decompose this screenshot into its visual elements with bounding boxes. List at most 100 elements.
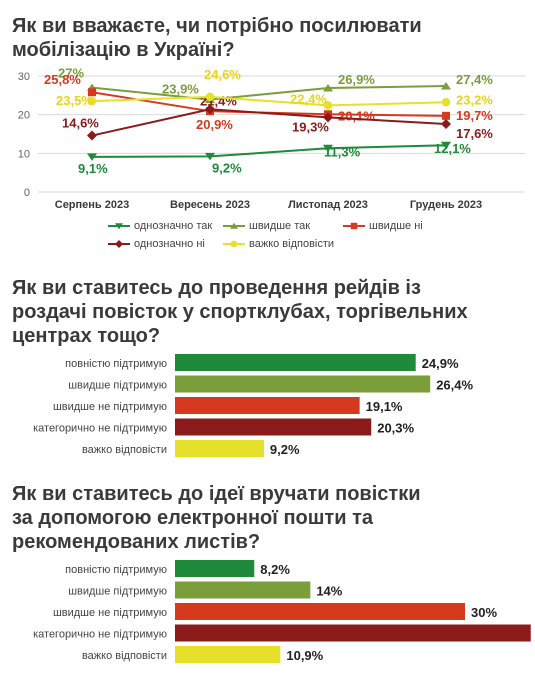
data-point: [205, 152, 215, 161]
legend-swatch: [223, 222, 245, 229]
x-tick-label: Листопад 2023: [288, 199, 368, 211]
y-tick-label: 10: [18, 148, 30, 160]
data-label: 23,5%: [56, 93, 93, 108]
data-label: 9,2%: [212, 160, 242, 175]
question-1-title-line: Як ви вважаєте, чи потрібно посилювати: [12, 15, 422, 37]
bar: [175, 397, 360, 414]
data-label: 21,4%: [200, 93, 237, 108]
question-2-title-line: Як ви ставитесь до проведення рейдів із: [12, 277, 421, 299]
data-label: 20,9%: [196, 117, 233, 132]
category-label: повністю підтримую: [65, 564, 167, 576]
x-tick-label: Серпень 2023: [55, 199, 129, 211]
bar: [175, 440, 264, 457]
category-label: швидше не підтримую: [53, 401, 167, 413]
legend-label: швидше ні: [369, 220, 423, 232]
value-label: 30%: [471, 605, 497, 620]
value-label: 24,9%: [422, 356, 459, 371]
legend-swatch: [223, 240, 245, 248]
bar-chart-email-summons: повністю підтримую 8,2% швидше підтримую 14…: [33, 560, 531, 663]
legend-swatch: [108, 223, 130, 230]
question-3-title: Як ви ставитесь до ідеї вручати повістки…: [12, 482, 527, 554]
data-label: 26,9%: [338, 72, 375, 87]
legend-label: однозначно так: [134, 220, 213, 232]
category-label: швидше підтримую: [68, 586, 167, 598]
category-label: швидше підтримую: [68, 380, 167, 392]
data-point: [442, 111, 450, 120]
legend-label: важко відповісти: [249, 238, 335, 250]
x-tick-label: Грудень 2023: [410, 199, 482, 211]
legend-marker: [115, 223, 123, 230]
category-label: категорично не підтримую: [33, 423, 167, 435]
question-2-title-line: роздачі повісток у спортклубах, торгівел…: [12, 301, 468, 323]
series-line: [91, 108, 447, 137]
question-3-title-line: за допомогою електронної пошти та: [12, 507, 373, 529]
data-point: [323, 112, 333, 123]
legend-label: однозначно ні: [134, 238, 205, 250]
line-chart: 0 10 20 30 Серпень 2023 Вересень 2023 Листопад…: [18, 66, 525, 211]
legend-marker: [230, 222, 238, 229]
legend-item: однозначно так: [108, 220, 212, 232]
legend-swatch: [108, 240, 130, 249]
data-point: [441, 98, 451, 107]
data-label: 14,6%: [62, 116, 99, 131]
data-point: [88, 88, 96, 97]
legend-item: важко відповісти: [223, 238, 334, 250]
series-line: [91, 144, 447, 158]
value-label: 10,9%: [286, 648, 323, 663]
bar: [175, 354, 416, 371]
line-chart-legend: однозначно так швидше так швидше ні однозна…: [108, 220, 438, 260]
data-point: [205, 104, 215, 115]
question-3-title-line: Як ви ставитесь до ідеї вручати повістки: [12, 483, 421, 505]
y-tick-label: 0: [24, 187, 30, 199]
legend-item: однозначно ні: [108, 238, 205, 250]
value-label: 14%: [316, 584, 342, 599]
data-label: 9,1%: [78, 161, 108, 176]
bar: [175, 560, 255, 577]
bar: [175, 624, 531, 642]
bar: [175, 646, 281, 663]
value-label: 26,4%: [436, 378, 473, 393]
bar: [175, 581, 311, 599]
y-tick-label: 20: [18, 110, 30, 122]
data-point: [87, 130, 97, 141]
value-label: 8,2%: [260, 562, 290, 577]
value-label: 9,2%: [270, 442, 300, 457]
data-label: 27%: [58, 66, 84, 81]
question-3-title-line: рекомендованих листів?: [12, 531, 261, 553]
data-label: 17,6%: [456, 126, 493, 141]
legend-marker: [230, 240, 238, 248]
data-label: 11,3%: [324, 144, 361, 159]
data-point: [323, 101, 333, 110]
y-tick-label: 30: [18, 71, 30, 83]
legend-marker: [115, 240, 123, 249]
category-label: категорично не підтримую: [33, 629, 167, 641]
legend-label: швидше так: [249, 220, 311, 232]
category-label: повністю підтримую: [65, 358, 167, 370]
bar: [175, 418, 372, 436]
question-1-title: Як ви вважаєте, чи потрібно посилювати м…: [12, 14, 527, 62]
question-2-title: Як ви ставитесь до проведення рейдів із …: [12, 276, 527, 348]
category-label: важко відповісти: [82, 650, 167, 662]
legend-swatch: [343, 222, 365, 230]
data-point: [87, 153, 97, 161]
data-point: [205, 92, 215, 102]
series-line: [91, 85, 447, 101]
question-2-title-line: центрах тощо?: [12, 325, 161, 347]
data-point: [441, 118, 451, 129]
series-line: [91, 95, 447, 107]
data-label: 24,6%: [204, 67, 241, 82]
category-label: швидше не підтримую: [53, 607, 167, 619]
category-label: важко відповісти: [82, 444, 167, 456]
legend-item: швидше так: [223, 220, 310, 232]
bar: [175, 375, 431, 393]
bar: [175, 603, 465, 620]
data-point: [441, 141, 451, 150]
bar-chart-raids: повністю підтримую 24,9% швидше підтримую 2…: [33, 354, 474, 457]
legend-item: швидше ні: [343, 220, 423, 232]
value-label: 20,3%: [377, 421, 414, 436]
data-point: [441, 82, 451, 90]
data-label: 23,9%: [162, 82, 199, 97]
value-label: 19,1%: [366, 399, 403, 414]
data-label: 22,4%: [290, 91, 327, 106]
data-point: [323, 144, 333, 153]
